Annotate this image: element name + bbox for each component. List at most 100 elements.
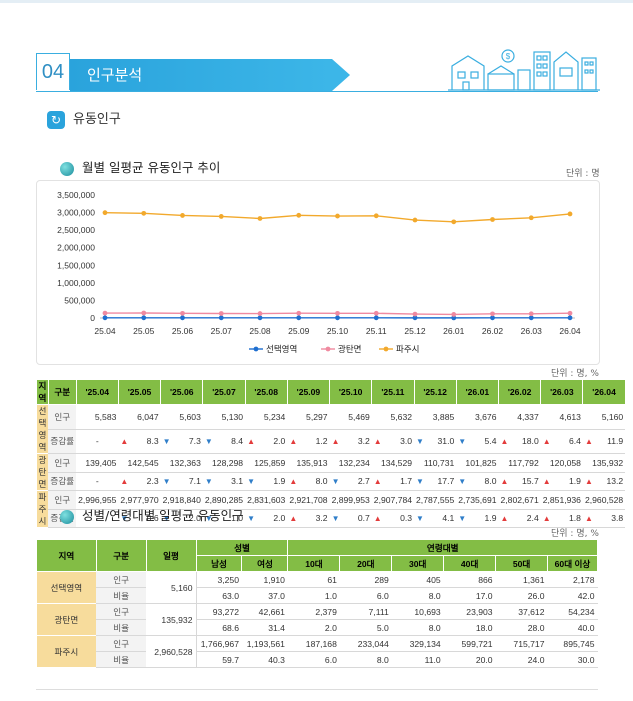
arrow-down-icon: ▼	[416, 437, 424, 447]
ratio-cell: 31.4	[241, 619, 288, 636]
arrow-up-icon: ▲	[500, 437, 509, 447]
arrow-down-icon: ▼	[162, 437, 171, 447]
table-row: 비율 68.6 31.4 2.0 5.0 8.0 18.0 28.0 40.0	[37, 619, 598, 636]
column-header: '25.10	[329, 379, 373, 405]
x-tick-label: 25.04	[94, 326, 116, 336]
change-rate-cell: ▼ 31.0	[414, 429, 457, 454]
x-tick-label: 25.07	[211, 326, 233, 336]
population-cell: 5,160	[582, 404, 626, 430]
data-point	[528, 311, 534, 317]
chart-title: 월별 일평균 유동인구 추이	[82, 160, 221, 175]
change-rate-value: -	[95, 436, 99, 447]
data-point	[218, 311, 224, 316]
arrow-up-icon: ▲	[542, 514, 551, 524]
change-rate-cell: ▲ 8.0	[287, 472, 330, 491]
table-row: 증감률 - ▲ 8.3 ▼ 7.3 ▼ 8.4 ▲ 2.0 ▲ 1.2 ▲ 3.2 ▲ 3.0 ▼ 31.0 ▼ 5.…	[37, 429, 626, 454]
change-rate-cell: ▲ 13.2	[582, 472, 626, 491]
population-cell: 2,890,285	[202, 490, 246, 510]
change-rate-value: 0.6	[146, 513, 159, 524]
table-header-row: 지역 구분 '25.04'25.05'25.06'25.07'25.08'25.09…	[36, 379, 626, 405]
change-rate-value: 1.7	[400, 476, 413, 487]
line-chart: 3,500,000 3,000,000 2,500,000 2,000,000 1,50…	[57, 190, 581, 354]
change-rate-cell: ▼ 7.3	[160, 429, 203, 454]
data-point	[296, 212, 302, 218]
change-rate-value: 11.9	[607, 436, 624, 447]
population-cell: 2,977,970	[118, 490, 161, 510]
change-rate-value: 2.7	[357, 476, 370, 487]
section-title-arrow	[332, 59, 350, 91]
bottom-divider	[36, 689, 598, 690]
change-rate-value: 1.2	[315, 436, 328, 447]
arrow-down-icon: ▼	[247, 514, 256, 524]
population-cell: 3,250	[196, 571, 242, 588]
change-rate-cell: ▲ 0.3	[371, 509, 415, 528]
change-rate-cell: ▼ 8.4	[202, 429, 246, 454]
region-cell: 선택 영역	[36, 404, 49, 454]
change-rate-cell: ▼ 8.0	[456, 472, 499, 491]
population-cell: 134,529	[371, 453, 415, 473]
data-point	[412, 217, 418, 223]
change-rate-cell: ▲ 6.4	[540, 429, 583, 454]
change-rate-value: 3.2	[357, 436, 370, 447]
table-row: 파주시 인구 2,996,955 2,977,970 2,918,840 2,890,28…	[36, 490, 626, 528]
age-column-header: 20대	[339, 555, 393, 572]
population-cell: 37,612	[495, 603, 548, 620]
age-column-header: 30대	[391, 555, 445, 572]
change-rate-cell: ▼ 1.9	[456, 509, 499, 528]
y-tick-label: 0	[90, 313, 95, 323]
change-rate-cell: -	[76, 472, 119, 491]
bullet-icon	[60, 509, 74, 524]
arrow-up-icon: ▲	[373, 437, 382, 447]
population-cell: 5,603	[160, 404, 203, 430]
ratio-cell: 18.0	[443, 619, 496, 636]
change-rate-value: 3.2	[315, 513, 328, 524]
change-rate-value: 8.0	[315, 476, 328, 487]
category-cell: 인구	[96, 571, 147, 588]
y-tick-label: 3,000,000	[57, 208, 95, 218]
arrow-up-icon: ▲	[120, 477, 129, 487]
ratio-cell: 24.0	[495, 651, 548, 668]
daily-average-cell: 135,932	[146, 603, 197, 636]
population-cell: 93,272	[196, 603, 242, 620]
population-cell: 5,469	[329, 404, 372, 430]
population-cell: 5,234	[245, 404, 288, 430]
data-point	[218, 315, 224, 321]
table2-unit: 단위 : 명, %	[551, 529, 599, 539]
x-tick-label: 25.08	[249, 326, 271, 336]
x-tick-label: 25.09	[288, 326, 310, 336]
data-point	[141, 210, 147, 216]
arrow-up-icon: ▲	[120, 437, 129, 447]
ratio-cell: 28.0	[495, 619, 548, 636]
column-header: 지역	[36, 379, 49, 405]
ratio-cell: 37.0	[241, 587, 288, 604]
change-rate-value: 2.4	[526, 513, 539, 524]
arrow-up-icon: ▲	[584, 514, 593, 524]
legend-marker	[253, 346, 259, 352]
table-header-row: 지역 구분 일평 성별 연령대별	[36, 539, 598, 572]
arrow-down-icon: ▼	[458, 514, 467, 524]
gender-column-header: 여성	[241, 555, 289, 572]
ratio-cell: 6.0	[287, 651, 340, 668]
age-column-header: 60대 이상	[547, 555, 598, 572]
legend-marker	[325, 346, 331, 352]
change-rate-value: 8.3	[146, 436, 159, 447]
gender-age-table: 지역 구분 일평 성별 연령대별 남성 여성 10대 20대 30대 40대 50대 60대 …	[36, 539, 598, 668]
population-cell: 2,735,691	[456, 490, 499, 510]
data-point	[490, 315, 495, 321]
population-cell: 187,168	[287, 635, 340, 652]
region-cell: 광탄면	[36, 603, 97, 636]
population-cell: 101,825	[456, 453, 499, 473]
population-cell: 1,193,561	[241, 635, 288, 652]
column-header: 구분	[47, 379, 77, 405]
population-cell: 4,337	[498, 404, 541, 430]
chart-container: 3,500,000 3,000,000 2,500,000 2,000,000 1,50…	[36, 180, 600, 365]
arrow-circle-icon: ↻	[47, 110, 65, 129]
population-cell: 233,044	[339, 635, 392, 652]
arrow-down-icon: ▼	[162, 514, 171, 524]
population-cell: 5,130	[202, 404, 246, 430]
column-header: '25.05	[117, 379, 162, 405]
ratio-cell: 5.0	[339, 619, 392, 636]
header-region: 지역	[36, 539, 97, 572]
arrow-down-icon: ▼	[331, 514, 340, 524]
population-cell: 3,676	[456, 404, 499, 430]
